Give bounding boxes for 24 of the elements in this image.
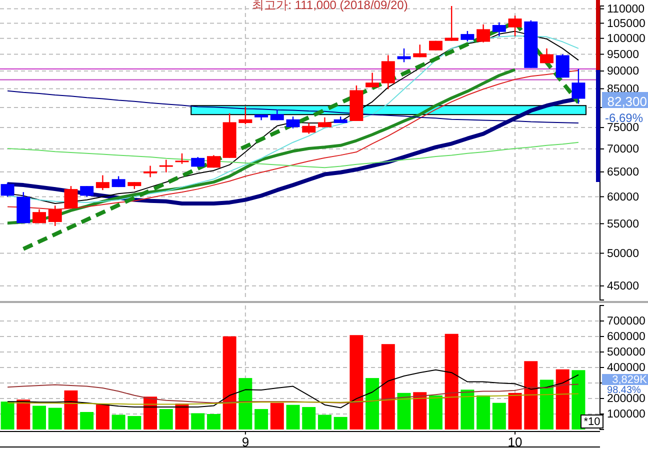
y-tick-label: 75000 — [607, 122, 639, 134]
text: 82,300 — [607, 94, 647, 109]
y-tick-label: 400000 — [607, 362, 646, 374]
y-tick-label: 70000 — [607, 144, 639, 156]
y-tick-label: 60000 — [607, 191, 639, 204]
y-tick-label: 50000 — [607, 248, 639, 260]
y-tick-label: 95000 — [607, 48, 639, 61]
y-tick-label: 55000 — [607, 218, 639, 230]
y-tick-label: 100000 — [607, 408, 646, 421]
y-tick-label: 700000 — [607, 316, 646, 328]
text: 3,829K — [612, 374, 648, 386]
y-tick-label: 110000 — [607, 3, 645, 16]
y-tick-label: 600000 — [607, 331, 646, 344]
y-tick-label: 90000 — [607, 66, 639, 78]
x-tick-label: 10 — [508, 434, 522, 450]
annotation: 최고가: 111,000 (2018/09/20) — [252, 0, 408, 12]
y-tick-label: 500000 — [607, 346, 646, 359]
x-tick-label: 9 — [242, 434, 250, 450]
y-tick-label: 45000 — [607, 280, 639, 293]
annotation: *10 — [584, 416, 600, 428]
y-tick-label: 200000 — [607, 393, 646, 406]
y-tick-label: 65000 — [607, 166, 639, 179]
y-tick-label: 100000 — [607, 33, 646, 46]
y-tick-label: 105000 — [607, 18, 646, 30]
